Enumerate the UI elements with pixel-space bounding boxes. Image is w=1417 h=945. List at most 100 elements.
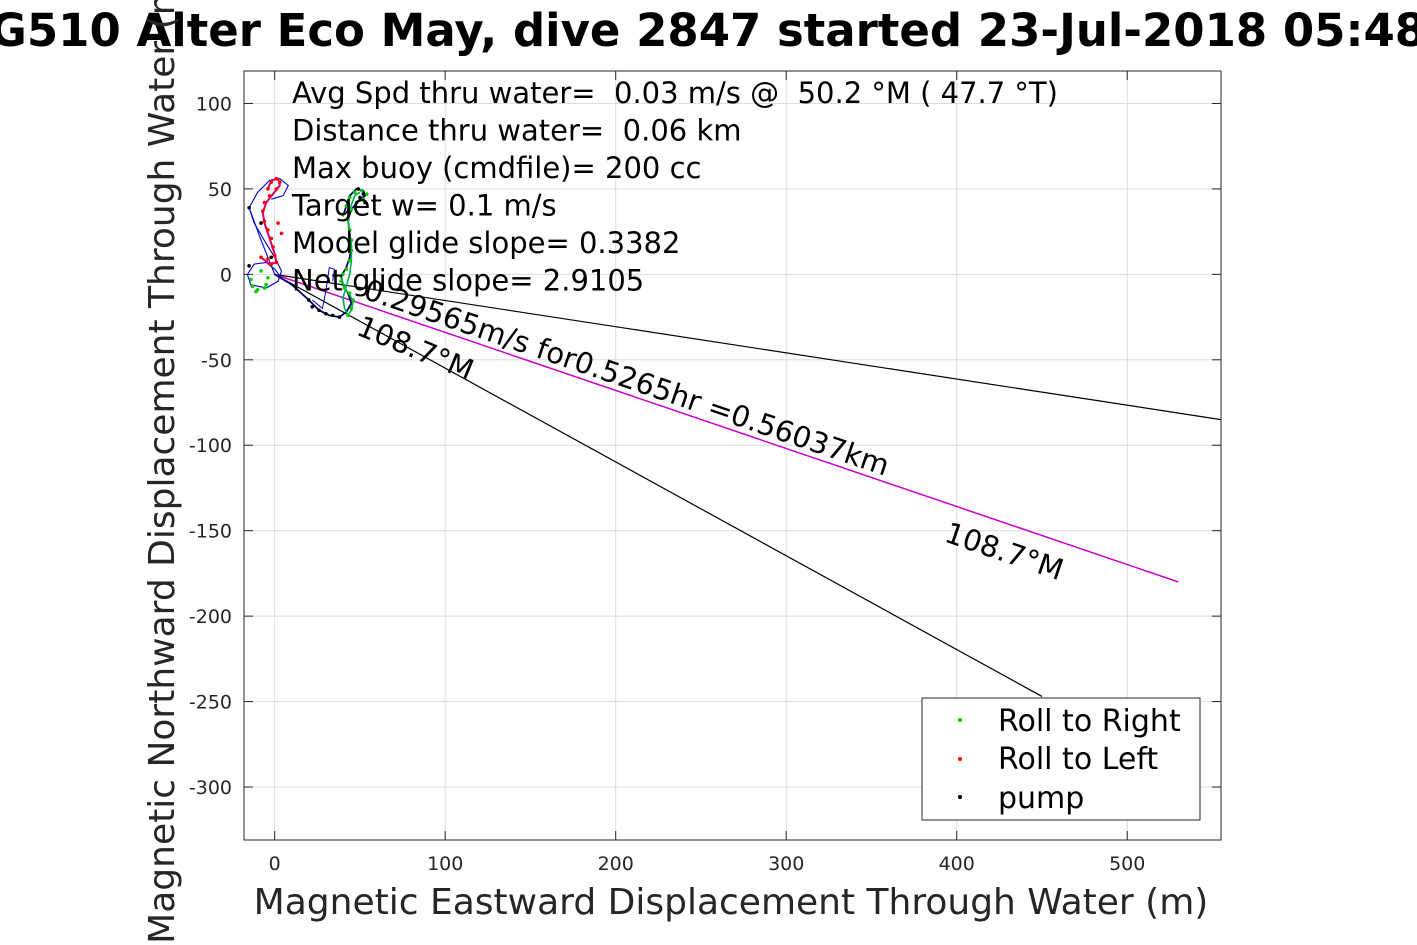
track-blue-north [248,178,289,275]
point-pump [247,205,251,210]
point-roll-right [359,188,364,193]
grid [244,71,1221,840]
point-roll-right [259,269,263,273]
axis-ticks: 0 100 200 300 400 500100500-50-100-150-200-25… [189,71,1221,875]
x-tick-label: 0 [269,853,281,875]
point-roll-right [361,197,366,201]
y-tick-label: -100 [189,435,232,457]
point-roll-left [269,236,274,241]
point-roll-right [341,272,345,277]
annotation-line: Max buoy (cmdfile)= 200 cc [292,151,701,185]
heading-line [274,273,1221,421]
y-tick-label: -50 [201,350,232,372]
point-roll-left [272,253,277,258]
point-pump [324,311,328,316]
chart-title: G510 Alter Eco May, dive 2847 started 23… [0,4,1417,57]
point-pump [361,192,366,196]
point-roll-right [262,286,267,290]
annotation-block: Avg Spd thru water= 0.03 m/s @ 50.2 °M (… [291,76,1058,298]
point-roll-left [269,262,274,266]
point-pump [269,255,274,260]
point-roll-right [266,275,270,280]
point-roll-right [349,306,354,311]
legend-marker-pump [958,795,962,799]
point-pump [358,195,362,200]
legend-marker-roll-left [958,757,962,761]
point-pump [330,313,335,318]
x-tick-label: 500 [1109,853,1145,875]
point-pump [306,298,311,302]
point-roll-left [278,180,282,184]
point-roll-right [341,212,345,217]
point-roll-left [271,245,275,249]
y-tick-label: -300 [189,777,232,799]
point-roll-right [347,228,352,232]
x-tick-label: 400 [939,853,975,875]
point-roll-left [274,187,279,191]
point-roll-left [274,176,279,181]
point-roll-left [262,200,267,205]
point-roll-right [347,258,352,263]
point-roll-left [260,209,265,213]
point-roll-right [346,313,350,318]
point-roll-right [353,190,357,195]
point-roll-right [344,267,349,272]
annotation-line: Target w= 0.1 m/s [291,189,557,223]
y-axis-label: Magnetic Northward Displacement Through … [142,0,183,944]
legend-box [921,697,1201,821]
point-roll-left [266,228,270,232]
y-tick-label: -200 [189,606,232,628]
legend-marker-roll-right [958,718,962,722]
point-roll-right [364,192,369,196]
point-pump [337,315,342,319]
point-roll-left [267,193,272,198]
point-pump [247,264,251,268]
y-tick-label: -250 [189,692,232,714]
x-tick-label: 300 [768,853,804,875]
point-pump [363,200,367,205]
legend-label-pump: pump [998,781,1084,816]
legend-label-roll-right: Roll to Right [998,704,1181,739]
x-tick-label: 200 [598,853,634,875]
point-roll-right [344,204,349,208]
point-roll-right [339,279,343,283]
point-roll-right [249,277,253,282]
plot-content [246,176,1221,697]
axes-frame [243,70,1222,841]
point-roll-left [266,257,270,261]
point-roll-left [269,180,274,184]
point-pump [259,221,263,225]
y-tick-label: 50 [208,179,232,201]
y-tick-label: 100 [196,93,232,115]
annotation-line: Distance thru water= 0.06 km [292,114,742,148]
point-roll-left [279,231,284,236]
point-pump [310,305,315,309]
heading-line [274,273,1043,697]
point-roll-right [349,207,354,212]
point-roll-right [349,238,354,242]
point-pump [356,187,361,191]
point-pump [317,308,321,313]
point-roll-right [354,200,359,205]
point-roll-right [351,298,355,302]
point-roll-right [347,195,352,200]
point-roll-right [346,217,350,222]
x-axis-label: Magnetic Eastward Displacement Through W… [254,882,1209,923]
point-roll-right [255,287,260,292]
point-roll-right [342,286,347,290]
point-roll-right [264,282,268,287]
legend: Roll to Right Roll to Left pump [921,697,1201,821]
point-roll-left [274,260,279,265]
point-roll-left [266,187,270,191]
x-tick-label: 100 [427,853,463,875]
y-tick-label: 0 [220,264,232,286]
point-roll-left [262,219,267,224]
annotation-line: Net glide slope= 2.9105 [292,264,644,298]
legend-label-roll-left: Roll to Left [998,742,1158,777]
point-roll-right [349,248,354,253]
point-roll-right [250,284,255,289]
annotation-line: Avg Spd thru water= 0.03 m/s @ 50.2 °M (… [292,76,1058,110]
point-roll-right [347,291,352,295]
annotation-line: Model glide slope= 0.3382 [292,226,680,260]
